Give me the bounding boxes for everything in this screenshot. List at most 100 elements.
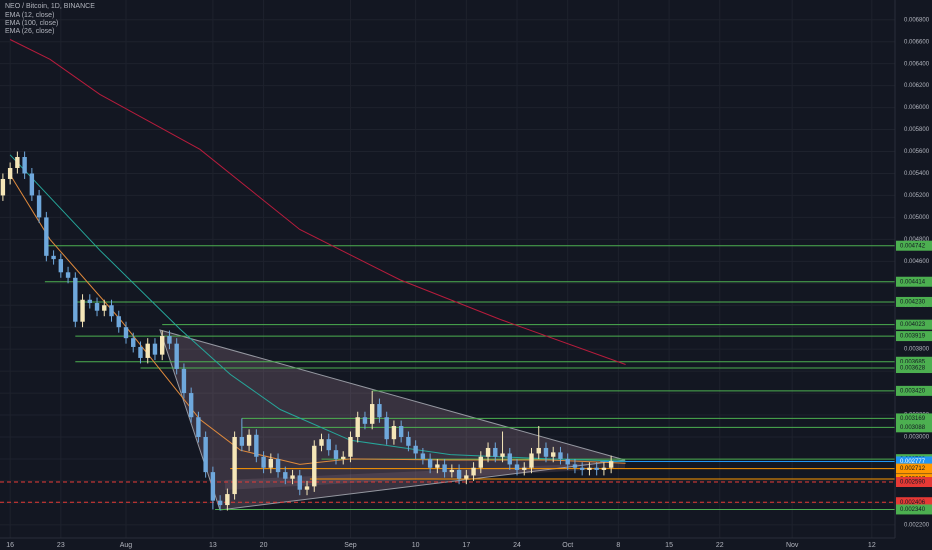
candle-body xyxy=(109,305,114,317)
level-label: 0.004742 xyxy=(900,243,926,249)
candle-body xyxy=(232,436,237,495)
candle-body xyxy=(543,447,549,457)
level-label-box xyxy=(896,296,932,307)
x-tick-label: 8 xyxy=(616,542,620,549)
candle-body xyxy=(312,445,317,487)
level-label: 0.002712 xyxy=(900,466,926,472)
ema-line xyxy=(9,154,626,462)
candle-body xyxy=(203,436,208,473)
level-label-box xyxy=(896,456,932,467)
level-label: 0.002406 xyxy=(900,500,926,506)
level-label-box xyxy=(896,363,932,374)
candle-body xyxy=(478,456,484,468)
x-tick-label: 17 xyxy=(462,542,470,549)
candle-body xyxy=(514,464,520,470)
level-label-box xyxy=(896,477,932,488)
candle-body xyxy=(348,436,353,457)
level-label: 0.003420 xyxy=(900,388,926,394)
candle-body xyxy=(551,452,556,457)
level-label-box xyxy=(896,463,932,474)
y-tick-label: 0.005400 xyxy=(904,171,930,177)
candle-body xyxy=(138,346,143,358)
x-tick-label: 22 xyxy=(716,542,724,549)
x-tick-label: 12 xyxy=(868,542,876,549)
candle-body xyxy=(65,272,71,278)
y-tick-label: 0.006600 xyxy=(904,39,930,45)
x-tick-label: 13 xyxy=(209,542,217,549)
level-label: 0.004023 xyxy=(900,322,926,328)
y-tick-label: 0.004600 xyxy=(904,259,930,265)
level-label: 0.003628 xyxy=(900,366,926,372)
candle-body xyxy=(290,475,295,479)
x-tick-label: 15 xyxy=(665,542,673,549)
level-label-box xyxy=(896,385,932,396)
candle-body xyxy=(493,447,498,457)
candle-body xyxy=(102,305,107,311)
y-tick-label: 0.006400 xyxy=(904,61,930,67)
level-label-box xyxy=(896,240,932,251)
candle-body xyxy=(275,458,281,473)
legend-entry: EMA (26, close) xyxy=(5,28,54,35)
candle-body xyxy=(22,157,27,174)
level-label: 0.003088 xyxy=(900,425,926,431)
candle-body xyxy=(435,464,440,468)
candle-body xyxy=(188,393,194,418)
ema-lines xyxy=(9,39,626,465)
level-label-box xyxy=(896,276,932,287)
candle-body xyxy=(304,486,310,490)
candle-body xyxy=(500,453,505,457)
candle-body xyxy=(181,368,187,394)
candle-body xyxy=(73,277,78,322)
candle-body xyxy=(413,445,418,454)
candle-body xyxy=(36,195,42,218)
candle-body xyxy=(29,173,35,196)
candle-body xyxy=(217,500,223,506)
candle-body xyxy=(87,299,92,304)
candle-body xyxy=(565,458,570,465)
levels xyxy=(0,245,895,510)
candle-body xyxy=(391,426,397,440)
y-tick-label: 0.005600 xyxy=(904,149,930,155)
candles xyxy=(0,151,614,511)
chart-title: NEO / Bitcoin, 1D, BINANCE xyxy=(5,3,95,10)
candle-body xyxy=(449,469,455,473)
candle-body xyxy=(145,343,150,358)
candle-body xyxy=(572,464,578,468)
candle-body xyxy=(160,335,165,355)
candle-body xyxy=(341,456,346,459)
candle-body xyxy=(601,467,607,470)
level-label-box xyxy=(896,356,932,367)
candle-body xyxy=(246,434,252,446)
level-label-box xyxy=(896,504,932,515)
candle-body xyxy=(326,439,331,451)
candle-body xyxy=(268,458,274,468)
candle-body xyxy=(116,316,121,328)
x-tick-label: 20 xyxy=(260,542,268,549)
level-label: 0.003169 xyxy=(900,416,926,422)
candle-body xyxy=(587,467,592,470)
x-tick-label: 24 xyxy=(513,542,521,549)
candle-body xyxy=(94,303,100,311)
legend-entry: EMA (100, close) xyxy=(5,20,58,27)
candle-body xyxy=(427,458,433,468)
candle-body xyxy=(529,453,534,468)
candle-body xyxy=(536,447,541,454)
candle-body xyxy=(174,343,179,369)
candle-body xyxy=(152,343,158,355)
y-tick-label: 0.004800 xyxy=(904,237,930,243)
candle-body xyxy=(464,475,469,479)
level-label: 0.002340 xyxy=(900,507,926,513)
level-label-box xyxy=(896,413,932,424)
y-tick-label: 0.006800 xyxy=(904,17,930,23)
candle-body xyxy=(261,456,266,468)
candle-body xyxy=(254,434,259,457)
ema-line xyxy=(9,39,626,365)
candle-body xyxy=(283,472,288,479)
candle-body xyxy=(377,404,382,418)
candle-body xyxy=(225,494,230,506)
candle-body xyxy=(167,335,172,344)
x-tick-label: 10 xyxy=(412,542,420,549)
level-label: 0.003919 xyxy=(900,334,926,340)
candle-body xyxy=(355,417,360,437)
